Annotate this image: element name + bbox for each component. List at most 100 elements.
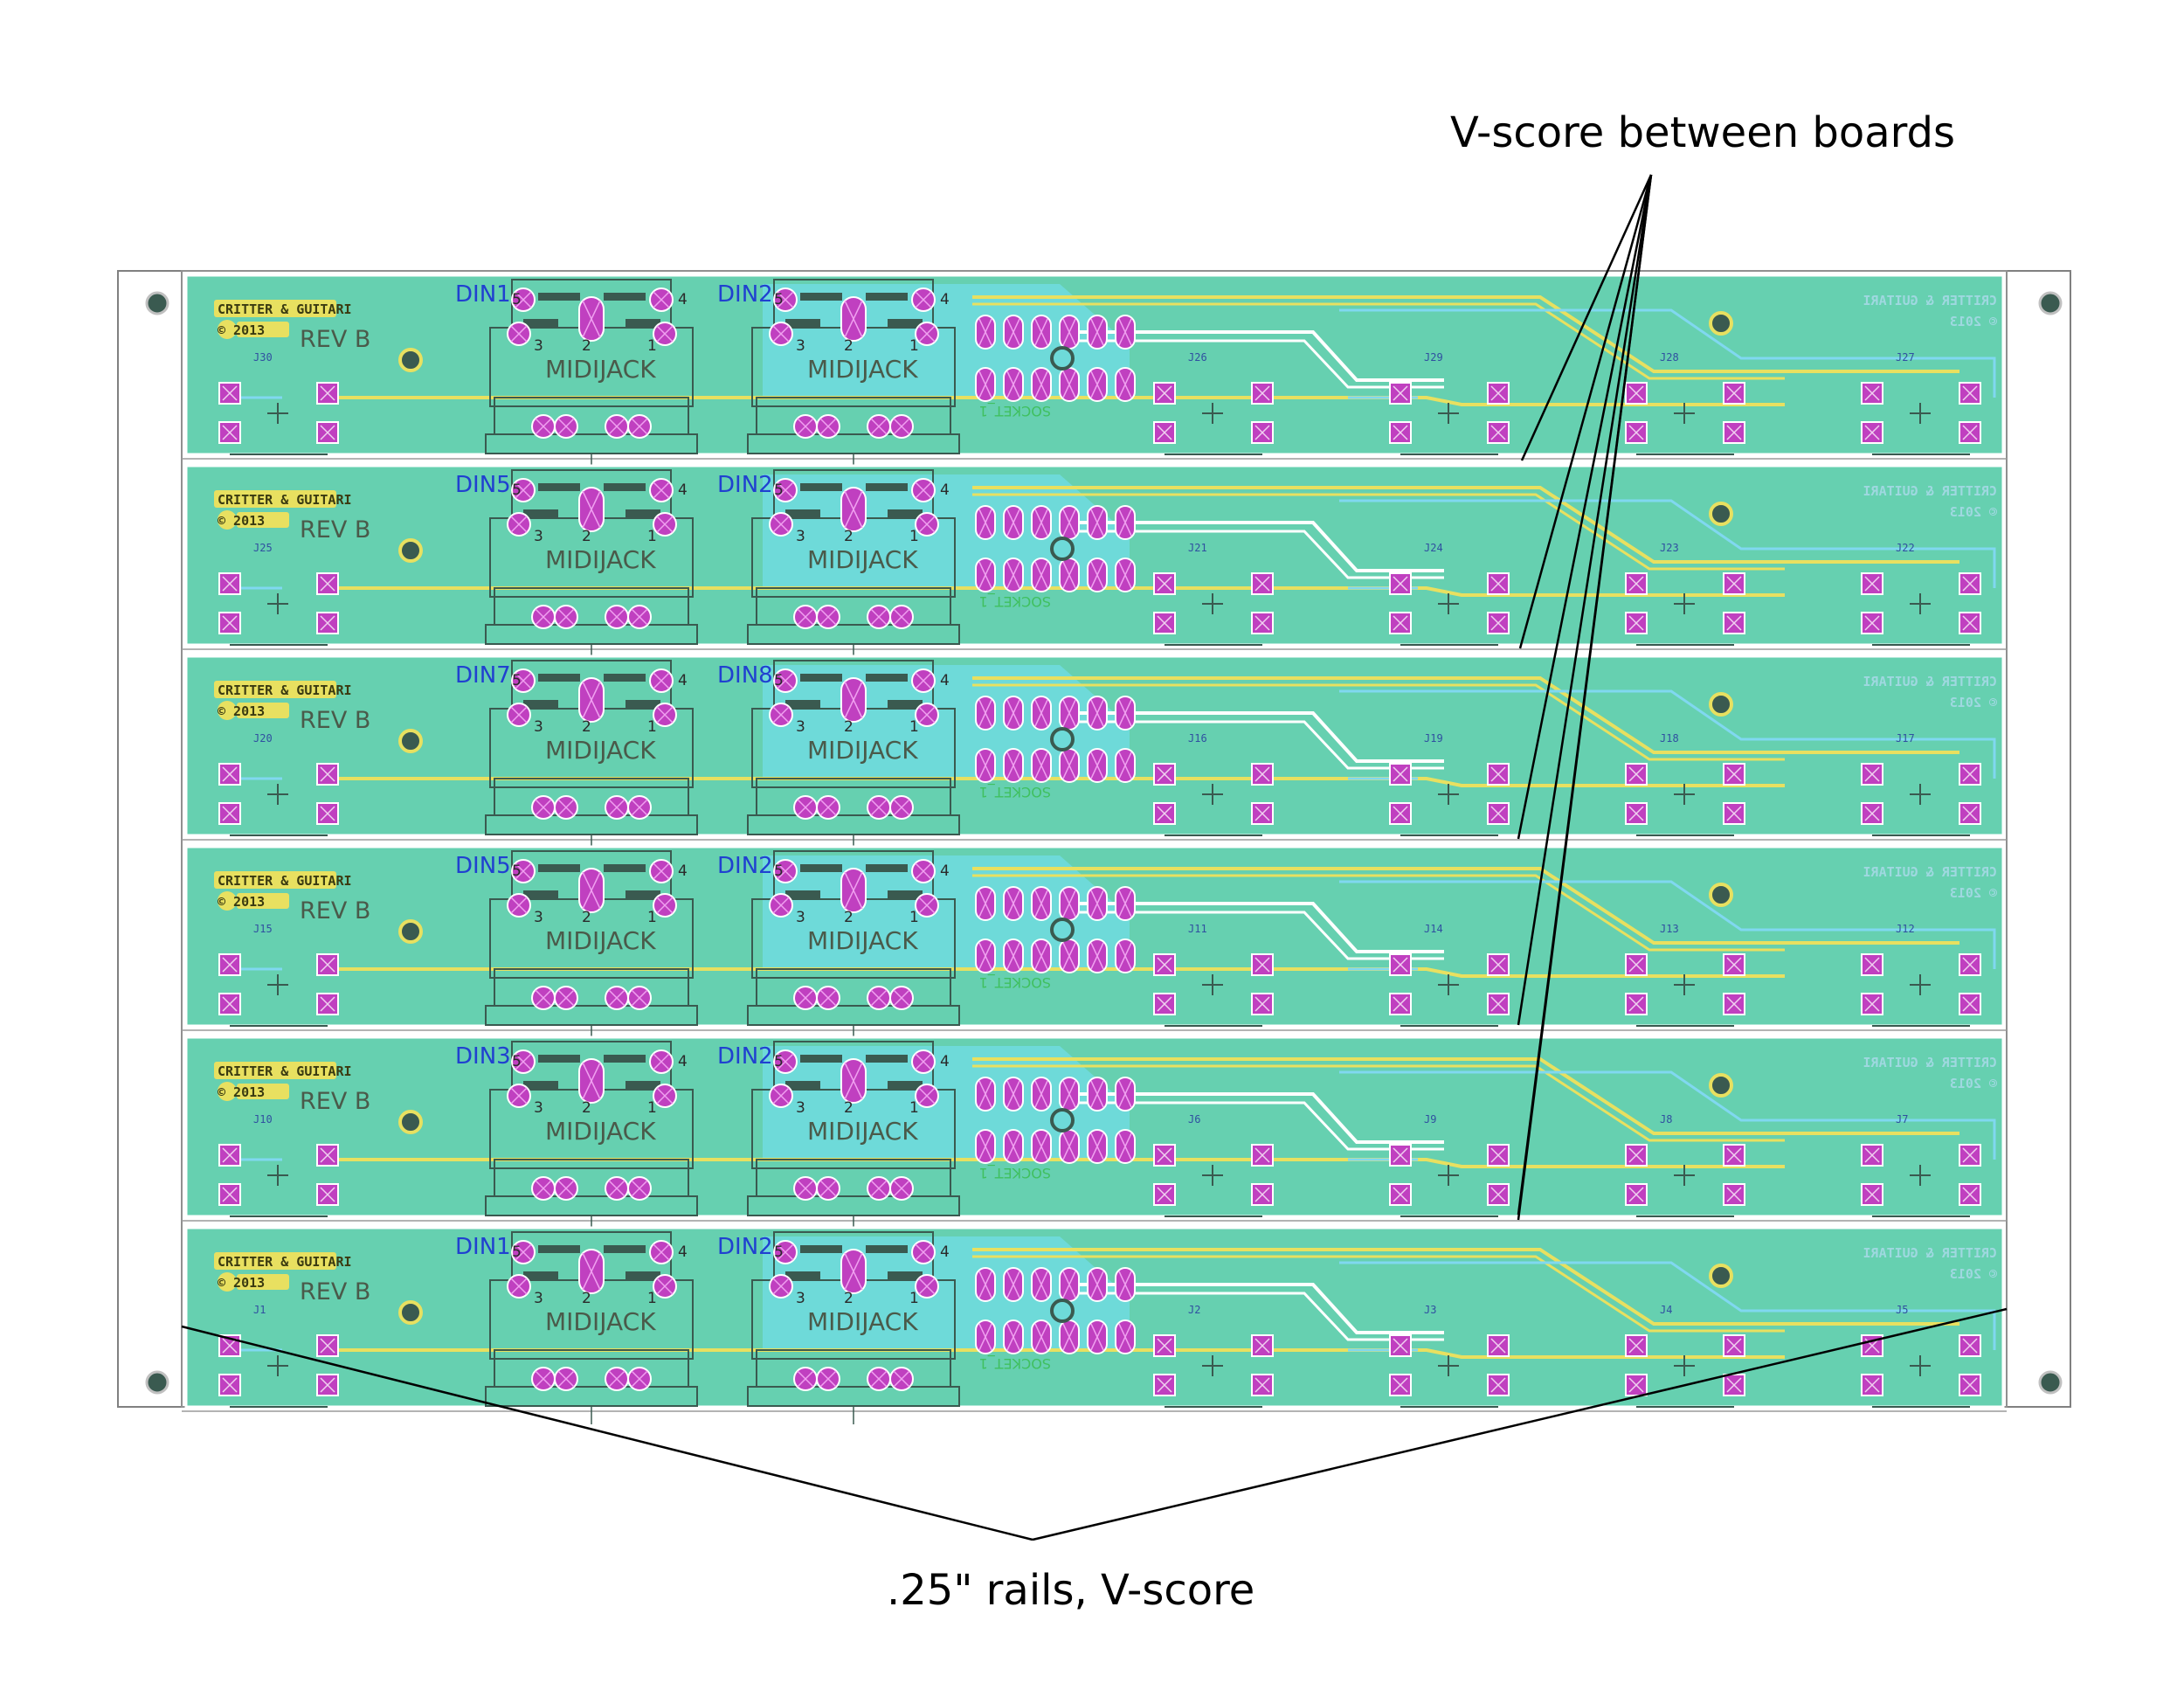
crosshair-mark xyxy=(1674,403,1695,424)
jack-ref-label: J6 xyxy=(1188,1113,1200,1125)
din-label: DIN2 xyxy=(717,853,773,879)
pad xyxy=(773,478,798,502)
trace-yellow xyxy=(972,1255,1785,1333)
pad-hatch xyxy=(631,1370,648,1388)
pad-hatch xyxy=(915,481,932,499)
jack-ref-label: J2 xyxy=(1188,1304,1200,1316)
pad-hatch xyxy=(844,300,863,338)
pad-hatch xyxy=(1962,576,1978,592)
pad xyxy=(769,512,793,537)
pad xyxy=(531,986,556,1010)
din-label: DIN7 xyxy=(455,662,511,689)
pin-number: 2 xyxy=(844,718,854,736)
pad xyxy=(1087,1077,1108,1112)
jack-body xyxy=(494,1349,689,1388)
pad-hatch xyxy=(777,481,794,499)
pad-hatch xyxy=(1726,385,1742,401)
jack-bar xyxy=(888,890,923,898)
via-hole-icon xyxy=(398,1300,423,1325)
pad-hatch xyxy=(915,1053,932,1070)
square-pad xyxy=(1861,1144,1883,1167)
jack-bar xyxy=(866,674,908,682)
pad-hatch xyxy=(1157,1377,1172,1393)
pin-number: 5 xyxy=(774,672,784,689)
midijack-label: MIDIJACK xyxy=(545,545,656,574)
pad-hatch xyxy=(893,799,910,816)
square-pad xyxy=(1487,421,1510,444)
jack-bar xyxy=(625,319,660,327)
pin-number: 1 xyxy=(909,1290,919,1307)
crosshair-mark xyxy=(267,1165,288,1186)
pad xyxy=(867,1176,891,1201)
pad xyxy=(1059,1319,1080,1354)
pad-hatch xyxy=(320,385,335,401)
pin-number: 1 xyxy=(647,337,657,355)
midijack-label: MIDIJACK xyxy=(545,355,656,384)
pad xyxy=(1031,1129,1052,1164)
square-pad xyxy=(1251,953,1274,976)
trace-yellow xyxy=(972,676,1959,754)
pad-hatch xyxy=(844,681,863,719)
square-pad xyxy=(1625,382,1648,405)
square-pad xyxy=(1625,1374,1648,1396)
midijack-label: MIDIJACK xyxy=(807,1117,918,1146)
pad xyxy=(975,1077,996,1112)
pin-number: 1 xyxy=(909,1099,919,1117)
jack-bar xyxy=(888,1271,923,1279)
pad-hatch xyxy=(1726,1187,1742,1202)
crosshair-mark xyxy=(1910,784,1931,805)
jack-bar xyxy=(800,293,842,301)
square-pad xyxy=(1959,953,1981,976)
pad-hatch xyxy=(557,799,575,816)
mirror-brand-group: CRITTER & GUITARI © 2013 xyxy=(1863,1055,1997,1091)
crosshair-mark xyxy=(1438,1165,1459,1186)
din-label: DIN2 xyxy=(717,472,773,498)
trace-blue xyxy=(1339,308,1996,398)
pin-number: 5 xyxy=(774,1053,784,1070)
mount-hole-icon xyxy=(2038,291,2063,315)
pad xyxy=(915,893,939,918)
pad-hatch xyxy=(1034,890,1048,918)
jack-ref-label: J20 xyxy=(253,732,273,745)
pad xyxy=(793,986,818,1010)
mount-hole-icon xyxy=(145,1370,169,1395)
pad-hatch xyxy=(1118,371,1132,398)
pad-hatch xyxy=(1864,957,1880,973)
square-pad xyxy=(1153,612,1176,634)
pad-hatch xyxy=(819,1370,837,1388)
pad-hatch xyxy=(777,862,794,880)
midijack-label: MIDIJACK xyxy=(807,545,918,574)
pad xyxy=(793,1367,818,1391)
pad-hatch xyxy=(978,942,992,970)
pad xyxy=(915,703,939,727)
pad-hatch xyxy=(1006,1080,1020,1108)
pad xyxy=(867,795,891,820)
pad-hatch xyxy=(631,418,648,435)
pad-hatch xyxy=(1090,942,1104,970)
jack-ref-label: J30 xyxy=(253,351,273,364)
jack-bar xyxy=(800,1055,842,1063)
crosshair-mark xyxy=(1202,403,1223,424)
square-pad xyxy=(218,1374,241,1396)
pin-number: 3 xyxy=(534,718,543,736)
square-pad xyxy=(1153,763,1176,786)
pad-hatch xyxy=(777,291,794,308)
pad xyxy=(975,1319,996,1354)
pad-hatch xyxy=(1157,385,1172,401)
pad-hatch xyxy=(582,1252,601,1291)
crosshair-mark xyxy=(1674,1165,1695,1186)
jack-body xyxy=(756,397,951,435)
square-pad xyxy=(1251,763,1274,786)
pad-hatch xyxy=(1962,1147,1978,1163)
pad-hatch xyxy=(1726,806,1742,821)
crosshair-mark xyxy=(267,974,288,995)
pad xyxy=(1087,1319,1108,1354)
pad-hatch xyxy=(1962,615,1978,631)
pcb-board: CRITTER & GUITARI © 2013 REV B CRITTER & GU… xyxy=(182,1035,2007,1234)
pad-hatch xyxy=(515,862,532,880)
jack-bar xyxy=(604,483,646,491)
pad-hatch xyxy=(915,1243,932,1261)
